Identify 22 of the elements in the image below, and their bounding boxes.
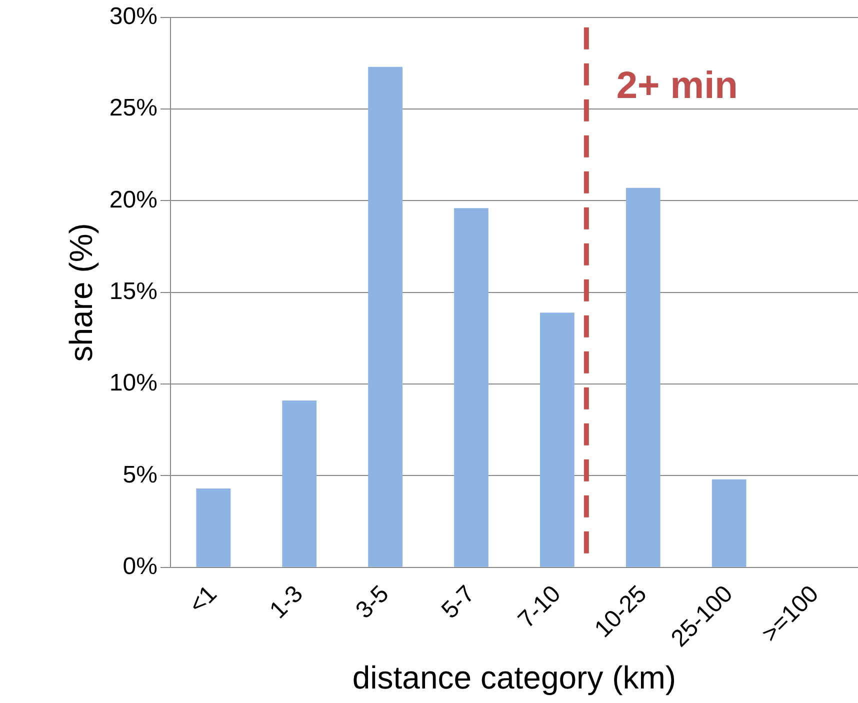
bar	[712, 479, 746, 567]
x-axis-title: distance category (km)	[352, 660, 676, 696]
x-tick-label: 1-3	[264, 580, 308, 624]
y-tick-label: 20%	[109, 186, 158, 214]
bar	[368, 66, 402, 567]
x-tick-label: <1	[184, 580, 222, 619]
y-tick-label: 0%	[122, 553, 158, 580]
y-tick-label: 15%	[109, 278, 158, 306]
bar	[626, 188, 660, 567]
bar	[540, 312, 574, 567]
y-tick-label: 25%	[109, 94, 158, 122]
y-axis-title: share (%)	[63, 223, 100, 362]
bar	[196, 488, 231, 567]
bar	[282, 400, 317, 567]
bar	[454, 208, 488, 567]
y-tick-label: 30%	[109, 3, 158, 30]
y-tick-label: 5%	[122, 461, 158, 488]
x-tick-label: 3-5	[350, 580, 394, 624]
x-tick-label: 5-7	[436, 580, 480, 624]
x-tick-label: 7-10	[513, 580, 566, 634]
ref-line-label: 2+ min	[616, 64, 738, 107]
y-tick-label: 10%	[109, 370, 158, 397]
